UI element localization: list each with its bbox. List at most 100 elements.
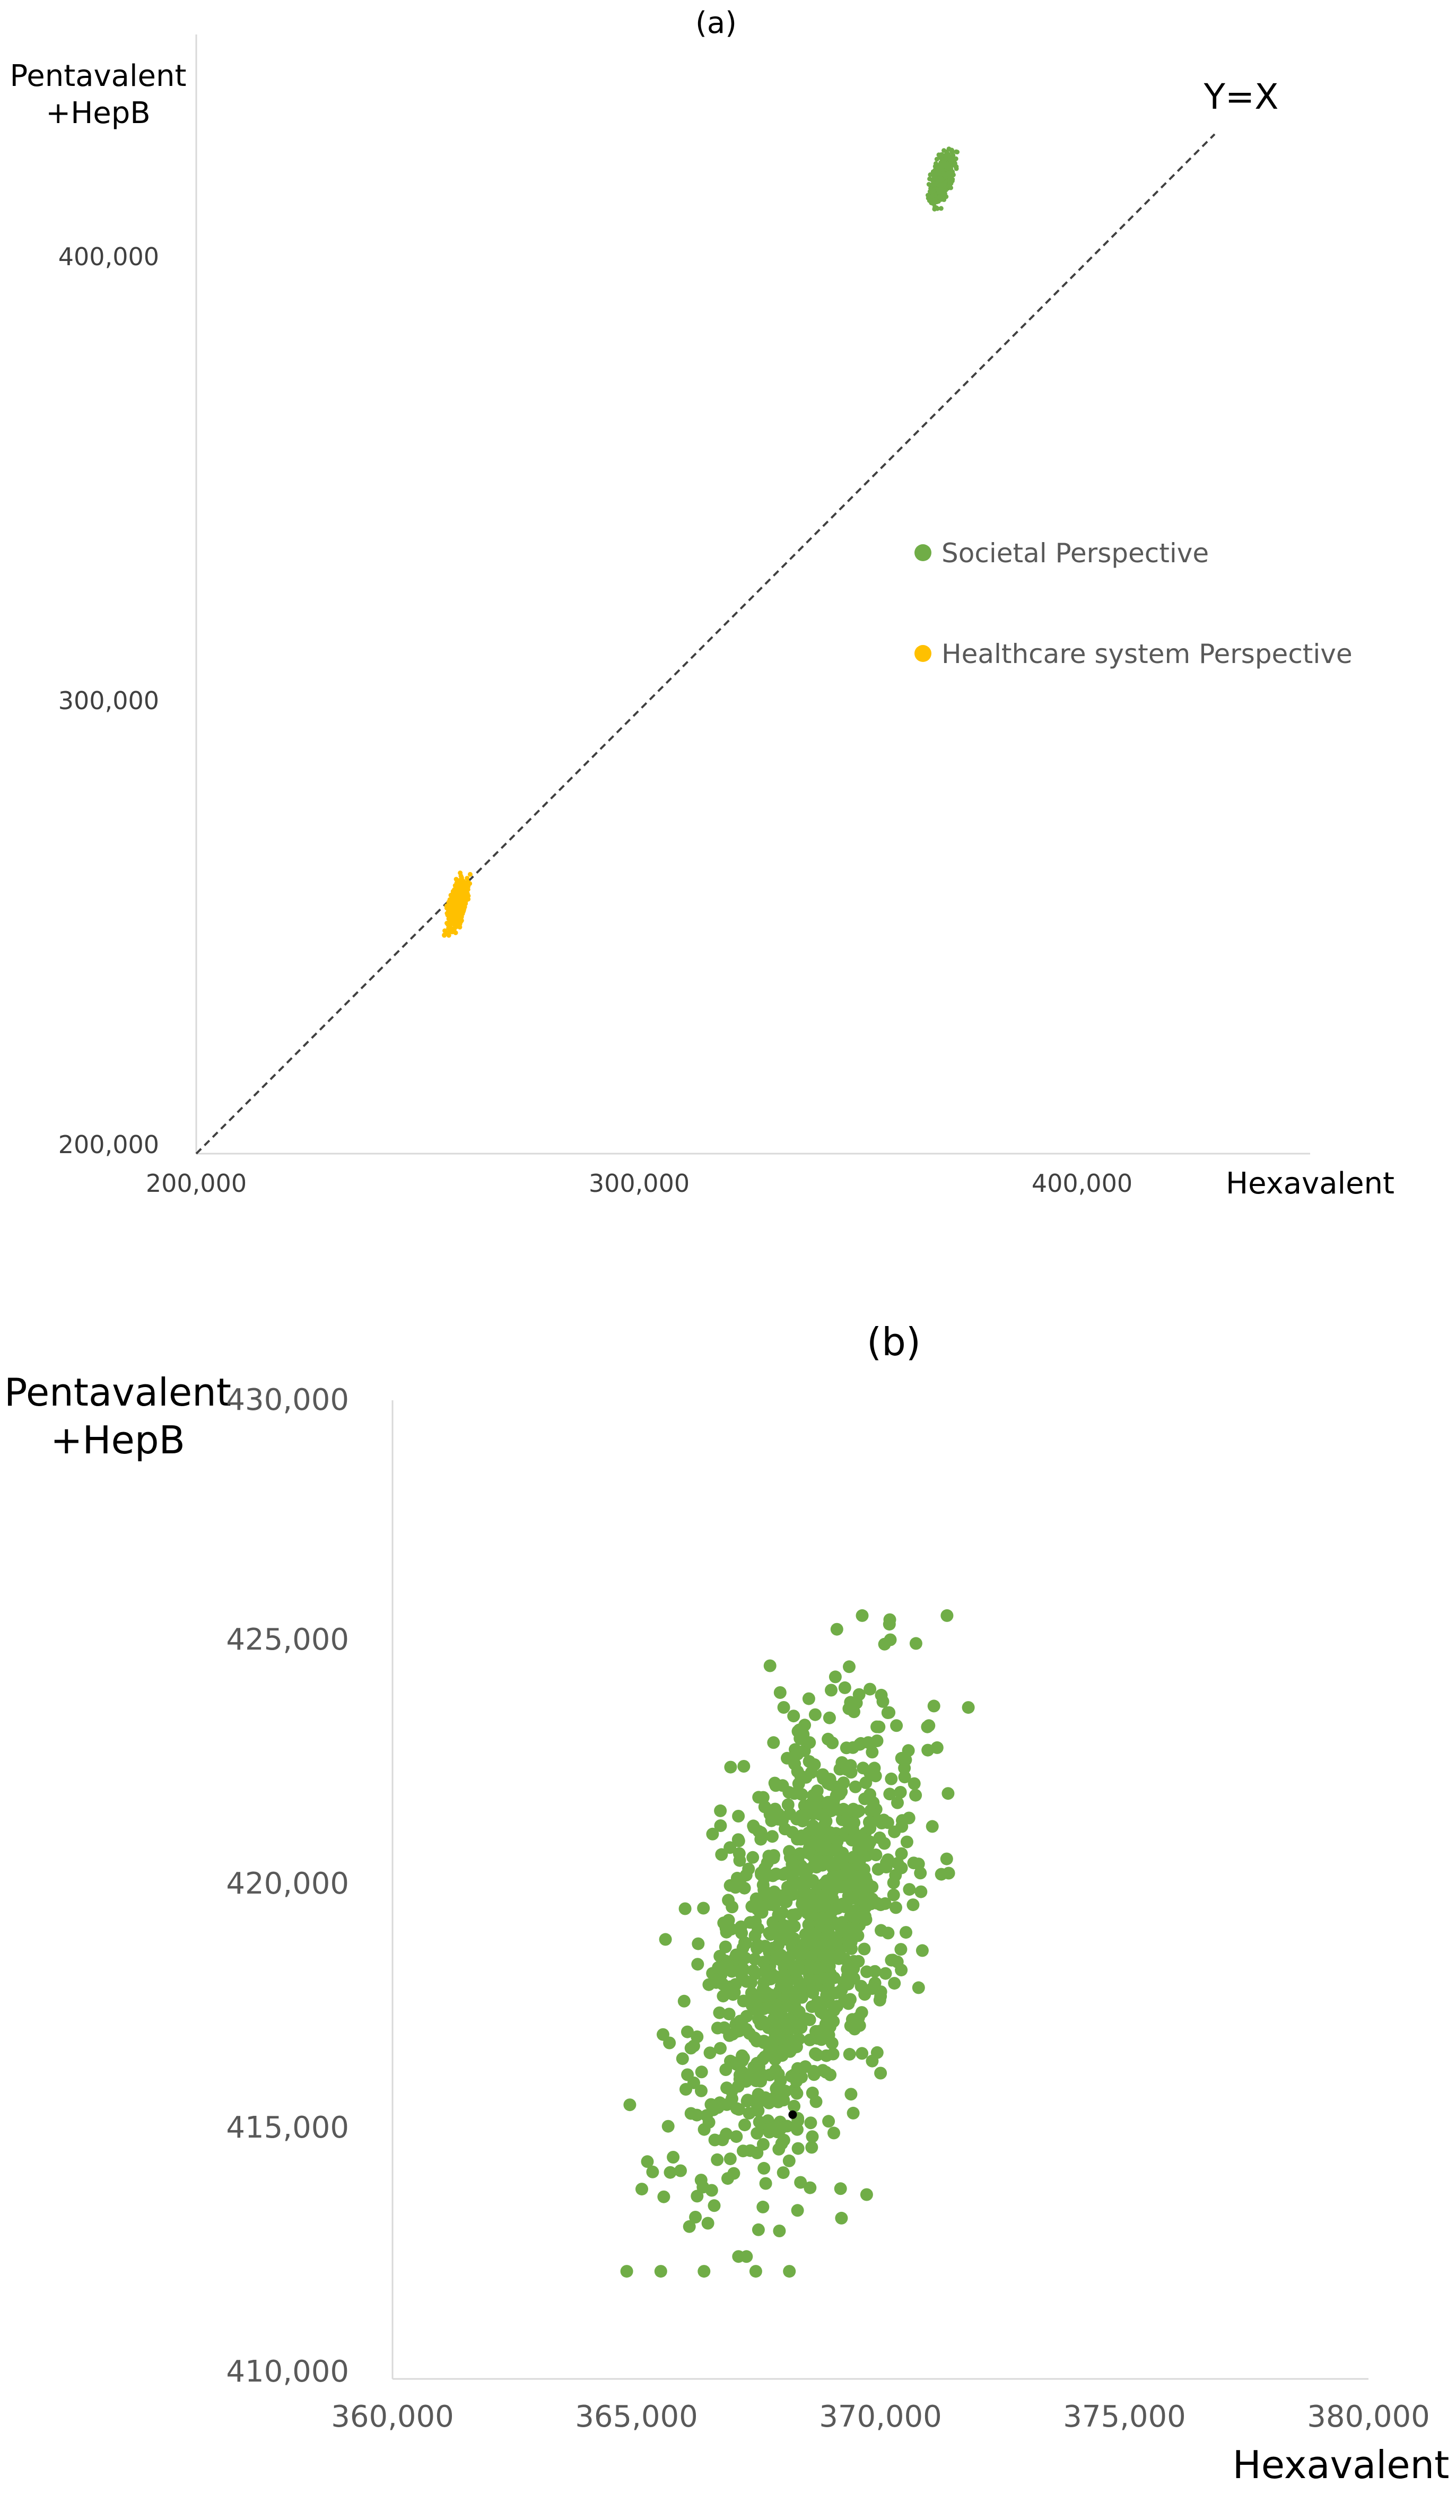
chart-b-point-societal [763,1659,777,1672]
chart-b-point-societal [864,1682,877,1696]
chart-b-point-societal [930,1741,944,1754]
chart-b-point-societal [758,1965,772,1978]
chart-b-point-societal [784,1931,798,1944]
chart-b-point-societal [698,2265,711,2278]
legend-label-healthcare: Healthcare system Perspective [941,639,1353,669]
chart-b-point-societal [881,1706,894,1719]
chart-b-point-societal [836,1897,849,1911]
chart-b-point-societal [879,1967,892,1980]
chart-b-point-societal [776,1814,789,1827]
chart-a-x-tick: 300,000 [589,1169,690,1198]
chart-b-point-societal [754,2018,768,2031]
chart-b-point-societal [757,2161,771,2175]
chart-a-point-societal [930,188,936,194]
chart-b-point-societal [900,1835,913,1848]
chart-b-point-societal [714,2042,727,2055]
chart-b-point-societal [847,1741,859,1754]
chart-b-point-societal [707,2103,720,2116]
chart-b-point-societal [887,1888,900,1902]
chart-a-point-healthcare [448,921,454,926]
chart-b-point-societal [780,2018,792,2031]
chart-b-point-societal [756,2200,770,2213]
chart-b-point-societal [748,1929,762,1942]
chart-b-point-societal [922,1719,936,1732]
chart-a-y-tick: 400,000 [58,242,159,271]
chart-b-point-societal [746,1851,760,1864]
chart-b-point-societal [777,1701,790,1714]
chart-b-point-societal [788,1920,801,1933]
chart-a-point-healthcare [465,876,470,881]
chart-b-point-societal [829,1986,842,2000]
chart-b-point-societal [623,2098,637,2112]
chart-b: (b) Pentavalent +HepB 430,000 425,000 42… [4,1320,1449,2487]
chart-b-point-societal [737,2051,750,2064]
chart-b-point-societal [856,1609,869,1622]
chart-b-point-societal [766,1869,779,1882]
chart-b-point-societal [795,1809,808,1822]
chart-b-point-societal [843,1922,856,1935]
chart-b-point-societal [674,2164,687,2177]
chart-b-point-societal [883,1787,896,1801]
chart-b-point-societal [816,1949,829,1962]
chart-b-point-societal [727,2167,740,2180]
chart-b-point-societal [677,1994,691,2008]
chart-b-point-societal [795,1949,808,1962]
chart-b-point-societal [715,1848,728,1861]
chart-b-point-societal [714,1804,727,1817]
chart-b-point-societal [719,1956,733,1969]
chart-b-point-societal [842,1997,855,2010]
chart-b-point-societal [764,1928,777,1941]
chart-b-point-societal [762,1850,775,1863]
chart-b-point-societal [940,1609,954,1622]
chart-b-point-societal [858,1942,871,1956]
chart-b-point-societal [866,1880,879,1894]
chart-b-point-societal [940,1852,953,1865]
chart-b-point-societal [909,1637,922,1650]
chart-b-point-societal [899,1753,912,1766]
chart-b-point-societal [695,2084,708,2097]
chart-b-point-societal [740,2022,753,2036]
chart-b-point-societal [690,2108,703,2122]
chart-b-point-societal [657,2190,670,2203]
chart-b-point-societal [788,1787,801,1800]
chart-b-point-societal [717,1990,730,2003]
chart-b-point-societal [773,1686,787,1699]
chart-b-series-mean [788,2110,797,2119]
chart-b-point-societal [714,1819,727,1832]
chart-b-point-societal [799,1935,813,1948]
chart-a-reference-line [195,133,1216,1155]
chart-b-ylabel-line2: +HepB [50,1418,185,1462]
chart-a-point-societal [954,149,959,154]
chart-b-point-societal [900,1926,912,1939]
chart-b-point-societal [751,1903,764,1916]
chart-b-point-societal [859,1776,873,1789]
chart-b-point-societal [813,1808,826,1821]
chart-b-point-societal [659,1933,672,1946]
chart-b-point-societal [722,1914,735,1927]
chart-b-point-societal [731,1833,745,1846]
chart-b-point-societal [749,2265,762,2278]
chart-b-point-societal [894,1943,908,1956]
chart-b-point-societal [763,2001,776,2015]
chart-b-point-societal [825,2037,839,2050]
chart-b-point-societal [781,2034,794,2047]
chart-b-point-societal [802,1692,815,1705]
chart-b-point-societal [847,2106,860,2120]
chart-b-point-societal [845,1891,859,1905]
chart-b-point-societal [692,1937,705,1950]
chart-b-point-societal [822,1732,835,1746]
chart-a-point-societal [940,191,945,196]
chart-b-x-tick: 360,000 [331,2400,454,2434]
chart-b-point-societal [730,1948,743,1961]
chart-b-point-societal [866,1893,879,1906]
chart-b-point-societal [733,1847,746,1860]
chart-a-point-healthcare [449,929,455,935]
chart-b-point-societal [768,1898,781,1912]
chart-b-point-societal [725,1965,738,1978]
chart-a-y-tick: 300,000 [58,686,159,715]
chart-b-point-societal [851,1806,864,1818]
chart-b-point-societal [787,1985,800,1999]
chart-a-point-societal [930,194,935,199]
chart-b-point-societal [834,2182,847,2195]
chart-b-point-societal [770,1950,783,1963]
